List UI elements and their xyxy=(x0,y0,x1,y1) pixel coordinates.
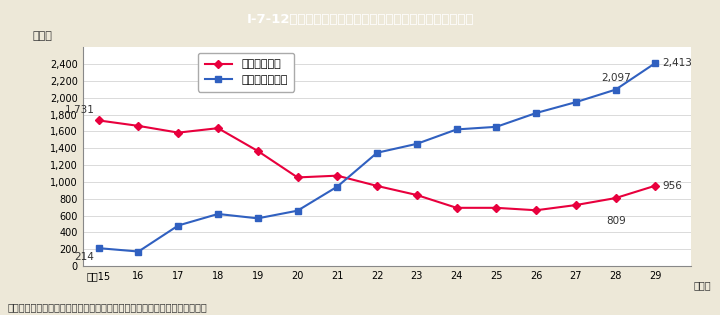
Text: 2,097: 2,097 xyxy=(600,73,631,83)
Text: （備考）警察庁「少年非行，児童虐待及び子供の性被害の状況」より作成。: （備考）警察庁「少年非行，児童虐待及び子供の性被害の状況」より作成。 xyxy=(7,302,207,312)
Text: 2,413: 2,413 xyxy=(662,58,692,68)
Text: 1,731: 1,731 xyxy=(65,105,94,115)
Text: （年）: （年） xyxy=(693,280,711,290)
Text: 956: 956 xyxy=(662,181,683,191)
Text: 809: 809 xyxy=(606,216,626,226)
Text: 214: 214 xyxy=(75,252,94,262)
Text: I-7-12図　児童買春及び児童ポルノ事件の検挙件数の推移: I-7-12図 児童買春及び児童ポルノ事件の検挙件数の推移 xyxy=(246,14,474,26)
Text: （件）: （件） xyxy=(32,31,53,41)
Legend: 児童買春事件, 児童ポルノ事件: 児童買春事件, 児童ポルノ事件 xyxy=(198,53,294,92)
